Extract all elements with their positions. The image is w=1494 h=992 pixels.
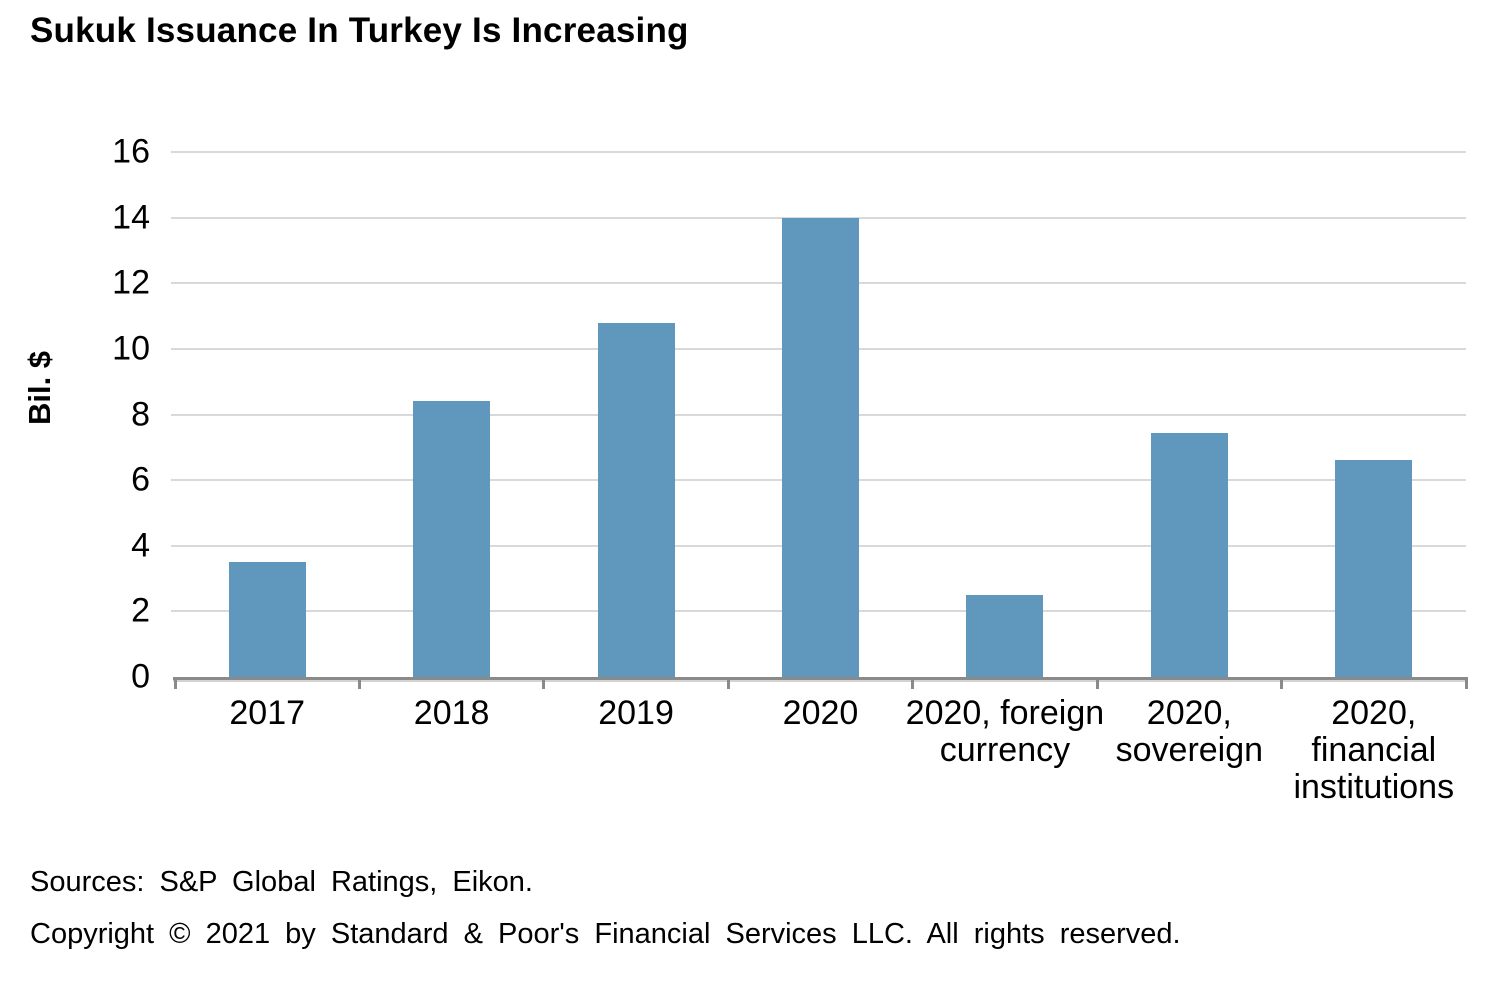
- y-tick-label: 4: [131, 526, 150, 565]
- bar-2020-foreign-currency: [966, 594, 1044, 677]
- y-tick-label: 14: [112, 198, 150, 237]
- bar-2020-financial-institutions: [1335, 460, 1413, 677]
- y-tick-label: 6: [131, 460, 150, 499]
- gridline: [171, 151, 1466, 153]
- x-category-label: 2020, sovereign: [1115, 694, 1264, 769]
- x-category-label: 2019: [598, 694, 674, 732]
- x-category-label: 2020, foreign currency: [905, 694, 1105, 769]
- x-tick-mark: [911, 677, 915, 689]
- plot-area: 0 2 4 6 8 10 12 14 16 2017 2018 2019 2020 2020, forei…: [112, 133, 1468, 806]
- bar-2018: [413, 401, 491, 677]
- x-tick-mark: [1280, 677, 1284, 689]
- y-axis-title: Bil. $: [22, 350, 57, 426]
- x-category-label: 2020: [782, 694, 859, 732]
- footer: Sources: S&P Global Ratings, Eikon. Copy…: [30, 866, 1181, 951]
- y-tick-label: 16: [112, 132, 150, 171]
- x-tick-mark: [357, 677, 361, 689]
- chart-title: Sukuk Issuance In Turkey Is Increasing: [30, 11, 689, 50]
- y-tick-label: 0: [131, 657, 150, 696]
- x-category-label: 2017: [229, 694, 306, 732]
- bar-2019: [597, 322, 675, 677]
- x-tick-mark: [726, 677, 730, 689]
- bar-2020: [782, 217, 859, 677]
- bar-2020-sovereign: [1150, 432, 1228, 677]
- copyright-note: Copyright © 2021 by Standard & Poor's Fi…: [30, 918, 1181, 950]
- x-axis-line: [173, 677, 1467, 680]
- x-tick-mark: [1095, 677, 1099, 689]
- sources-note: Sources: S&P Global Ratings, Eikon.: [30, 866, 533, 898]
- x-tick-mark: [173, 677, 177, 689]
- x-tick-mark: [1464, 677, 1468, 689]
- y-tick-label: 2: [131, 591, 150, 630]
- x-category-label: 2018: [413, 694, 490, 732]
- x-category-label: 2020, financial institutions: [1293, 694, 1455, 806]
- x-tick-mark: [542, 677, 546, 689]
- bar-2017: [228, 562, 306, 677]
- y-tick-label: 10: [112, 329, 150, 368]
- y-tick-label: 12: [112, 263, 150, 302]
- y-tick-label: 8: [131, 395, 150, 433]
